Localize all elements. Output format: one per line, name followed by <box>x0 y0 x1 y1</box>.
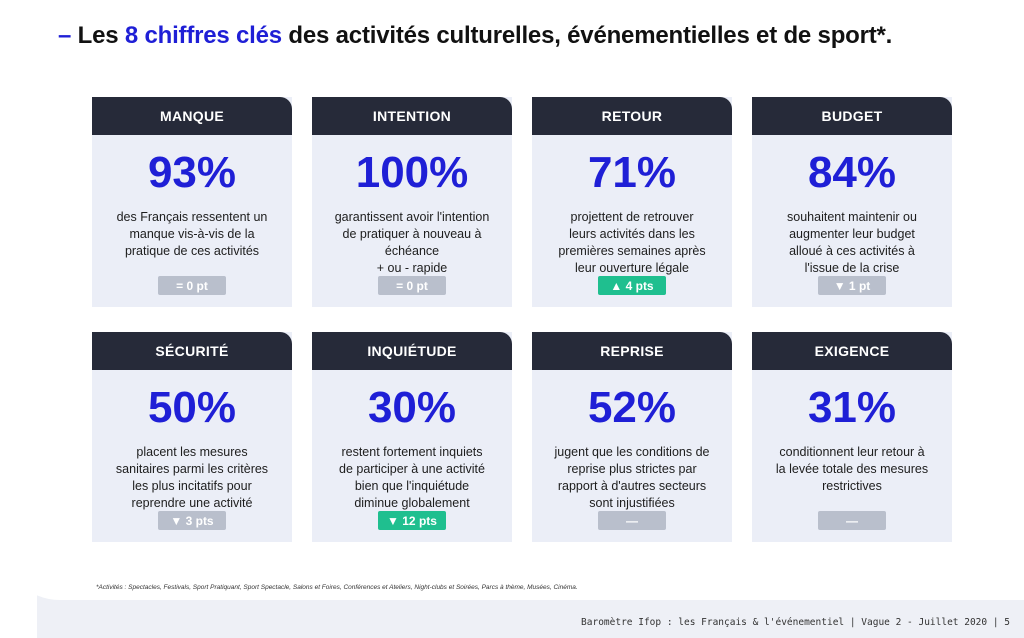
card-reprise: REPRISE 52% jugent que les conditions de… <box>532 332 732 542</box>
card-value: 31% <box>807 383 897 432</box>
title-prefix: Les <box>77 22 119 49</box>
card-description: conditionnent leur retour à la levée tot… <box>775 445 929 493</box>
title-rest: des activités culturelles, événementiell… <box>288 22 893 49</box>
card-value: 71% <box>587 148 677 197</box>
trend-badge: — <box>598 511 666 530</box>
footer-caption: Baromètre Ifop : les Français & l'événem… <box>581 617 1010 628</box>
card-description: projettent de retrouver leurs activités … <box>558 210 706 275</box>
trend-badge: = 0 pt <box>378 276 446 295</box>
card-inquietude: INQUIÉTUDE 30% restent fortement inquiet… <box>312 332 512 542</box>
card-header: REPRISE <box>532 332 732 370</box>
card-value: 52% <box>587 383 677 432</box>
card-value: 84% <box>807 148 897 197</box>
card-header: BUDGET <box>752 97 952 135</box>
trend-badge: ▼ 3 pts <box>158 511 226 530</box>
card-description: garantissent avoir l'intention de pratiq… <box>334 210 490 275</box>
card-intention: INTENTION 100% garantissent avoir l'inte… <box>312 97 512 307</box>
card-securite: SÉCURITÉ 50% placent les mesures sanitai… <box>92 332 292 542</box>
card-manque: MANQUE 93% des Français ressentent un ma… <box>92 97 292 307</box>
card-value: 30% <box>367 383 457 432</box>
title-dash: – <box>58 22 72 49</box>
card-budget: BUDGET 84% souhaitent maintenir ou augme… <box>752 97 952 307</box>
card-value: 50% <box>147 383 237 432</box>
card-description: restent fortement inquiets de participer… <box>339 445 485 510</box>
card-value: 93% <box>147 148 237 197</box>
trend-badge: ▲ 4 pts <box>598 276 666 295</box>
page-title: – Les 8 chiffres clés des activités cult… <box>58 22 1018 50</box>
card-exigence: EXIGENCE 31% conditionnent leur retour à… <box>752 332 952 542</box>
card-description: souhaitent maintenir ou augmenter leur b… <box>787 210 917 275</box>
card-header: INQUIÉTUDE <box>312 332 512 370</box>
title-highlight: 8 chiffres clés <box>124 22 282 49</box>
card-description: jugent que les conditions de reprise plu… <box>554 445 710 510</box>
card-header: RETOUR <box>532 97 732 135</box>
card-header: MANQUE <box>92 97 292 135</box>
card-retour: RETOUR 71% projettent de retrouver leurs… <box>532 97 732 307</box>
trend-badge: = 0 pt <box>158 276 226 295</box>
card-description: des Français ressentent un manque vis-à-… <box>116 210 268 258</box>
trend-badge: ▼ 12 pts <box>378 511 446 530</box>
card-value: 100% <box>355 148 469 197</box>
card-header: SÉCURITÉ <box>92 332 292 370</box>
trend-badge: ▼ 1 pt <box>818 276 886 295</box>
card-header: EXIGENCE <box>752 332 952 370</box>
footnote: *Activités : Spectacles, Festivals, Spor… <box>96 584 578 591</box>
card-header: INTENTION <box>312 97 512 135</box>
trend-badge: — <box>818 511 886 530</box>
card-description: placent les mesures sanitaires parmi les… <box>115 445 269 510</box>
